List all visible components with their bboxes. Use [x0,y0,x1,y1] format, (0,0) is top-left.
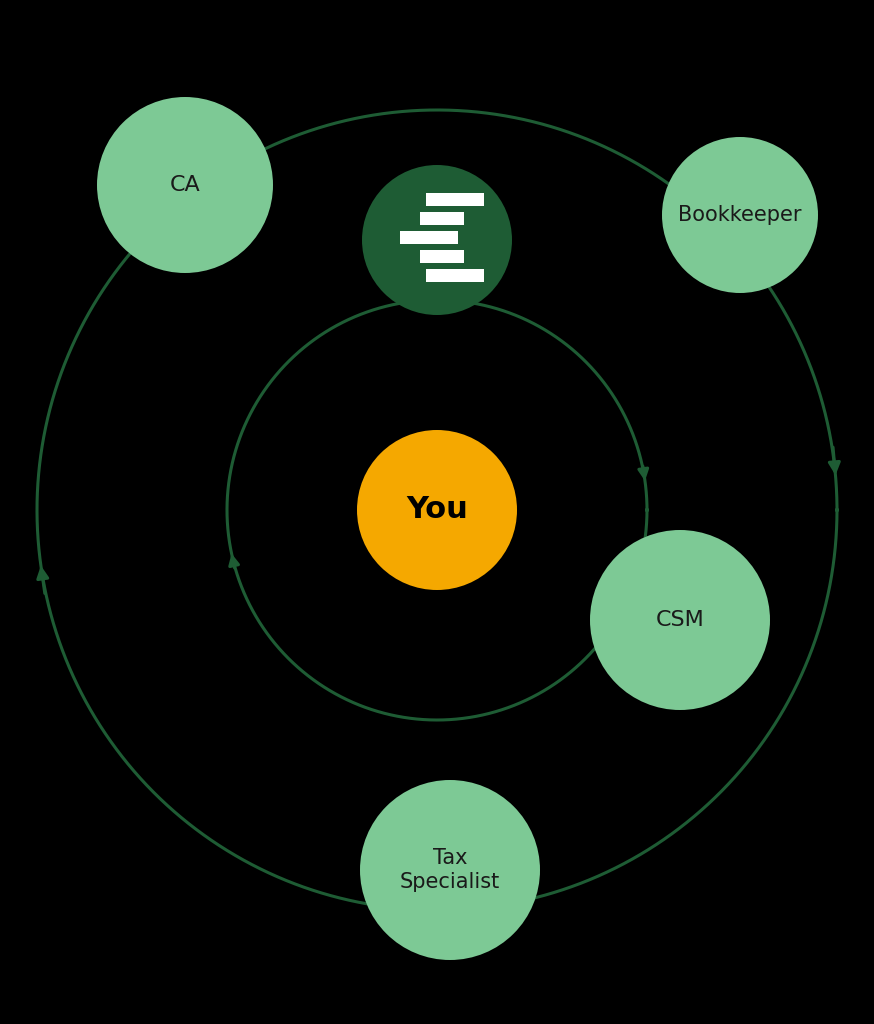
Circle shape [357,430,517,590]
Bar [400,230,458,244]
Bar [420,212,464,224]
Circle shape [662,137,818,293]
Bar [420,250,464,262]
Bar [426,268,484,282]
Text: Tax
Specialist: Tax Specialist [400,849,500,892]
Text: CA: CA [170,175,200,195]
Text: Bookkeeper: Bookkeeper [678,205,801,225]
Circle shape [590,530,770,710]
Circle shape [97,97,273,273]
Text: CSM: CSM [656,610,704,630]
Circle shape [362,165,512,315]
Bar [426,193,484,206]
Text: You: You [406,496,468,524]
Circle shape [360,780,540,961]
